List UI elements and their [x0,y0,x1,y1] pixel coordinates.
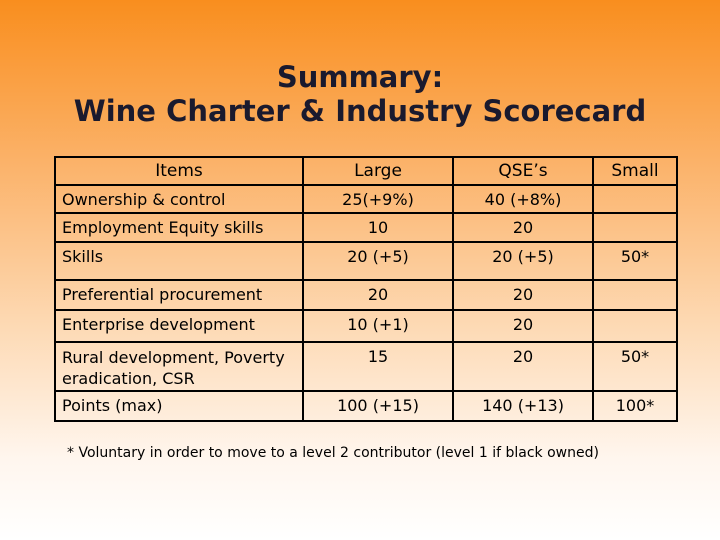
cell-qses: 20 [452,341,594,392]
cell-large: 10 (+1) [302,309,454,343]
cell-qses: 20 [452,279,594,311]
cell-small [592,212,678,243]
slide-title-line-1: Summary: [276,60,444,94]
table-row: Points (max) 100 (+15) 140 (+13) 100* [54,390,678,422]
row-item: Skills [54,241,304,281]
header-items: Items [54,156,304,186]
cell-qses: 140 (+13) [452,390,594,422]
cell-small: 100* [592,390,678,422]
cell-large: 25(+9%) [302,184,454,214]
row-item: Rural development, Poverty eradication, … [54,341,304,392]
cell-large: 20 (+5) [302,241,454,281]
table-row: Skills 20 (+5) 20 (+5) 50* [54,241,678,281]
cell-qses: 20 (+5) [452,241,594,281]
cell-small [592,279,678,311]
cell-large: 10 [302,212,454,243]
table-row: Ownership & control 25(+9%) 40 (+8%) [54,184,678,214]
row-item: Employment Equity skills [54,212,304,243]
header-small: Small [592,156,678,186]
cell-small [592,309,678,343]
table-row: Enterprise development 10 (+1) 20 [54,309,678,343]
slide-title-line-2: Wine Charter & Industry Scorecard [73,94,647,128]
cell-small: 50* [592,241,678,281]
cell-large: 15 [302,341,454,392]
table-row: Rural development, Poverty eradication, … [54,341,678,392]
row-item: Points (max) [54,390,304,422]
cell-qses: 40 (+8%) [452,184,594,214]
cell-small [592,184,678,214]
table-row: Preferential procurement 20 20 [54,279,678,311]
header-large: Large [302,156,454,186]
slide-title: Summary: Wine Charter & Industry Scoreca… [0,60,720,128]
row-item: Preferential procurement [54,279,304,311]
footnote: * Voluntary in order to move to a level … [67,445,599,461]
table-header-row: Items Large QSE’s Small [54,156,678,186]
cell-large: 100 (+15) [302,390,454,422]
row-item: Ownership & control [54,184,304,214]
cell-large: 20 [302,279,454,311]
cell-qses: 20 [452,212,594,243]
header-qses: QSE’s [452,156,594,186]
cell-small: 50* [592,341,678,392]
row-item: Enterprise development [54,309,304,343]
cell-qses: 20 [452,309,594,343]
scorecard-table: Items Large QSE’s Small Ownership & cont… [54,156,678,422]
table-row: Employment Equity skills 10 20 [54,212,678,243]
